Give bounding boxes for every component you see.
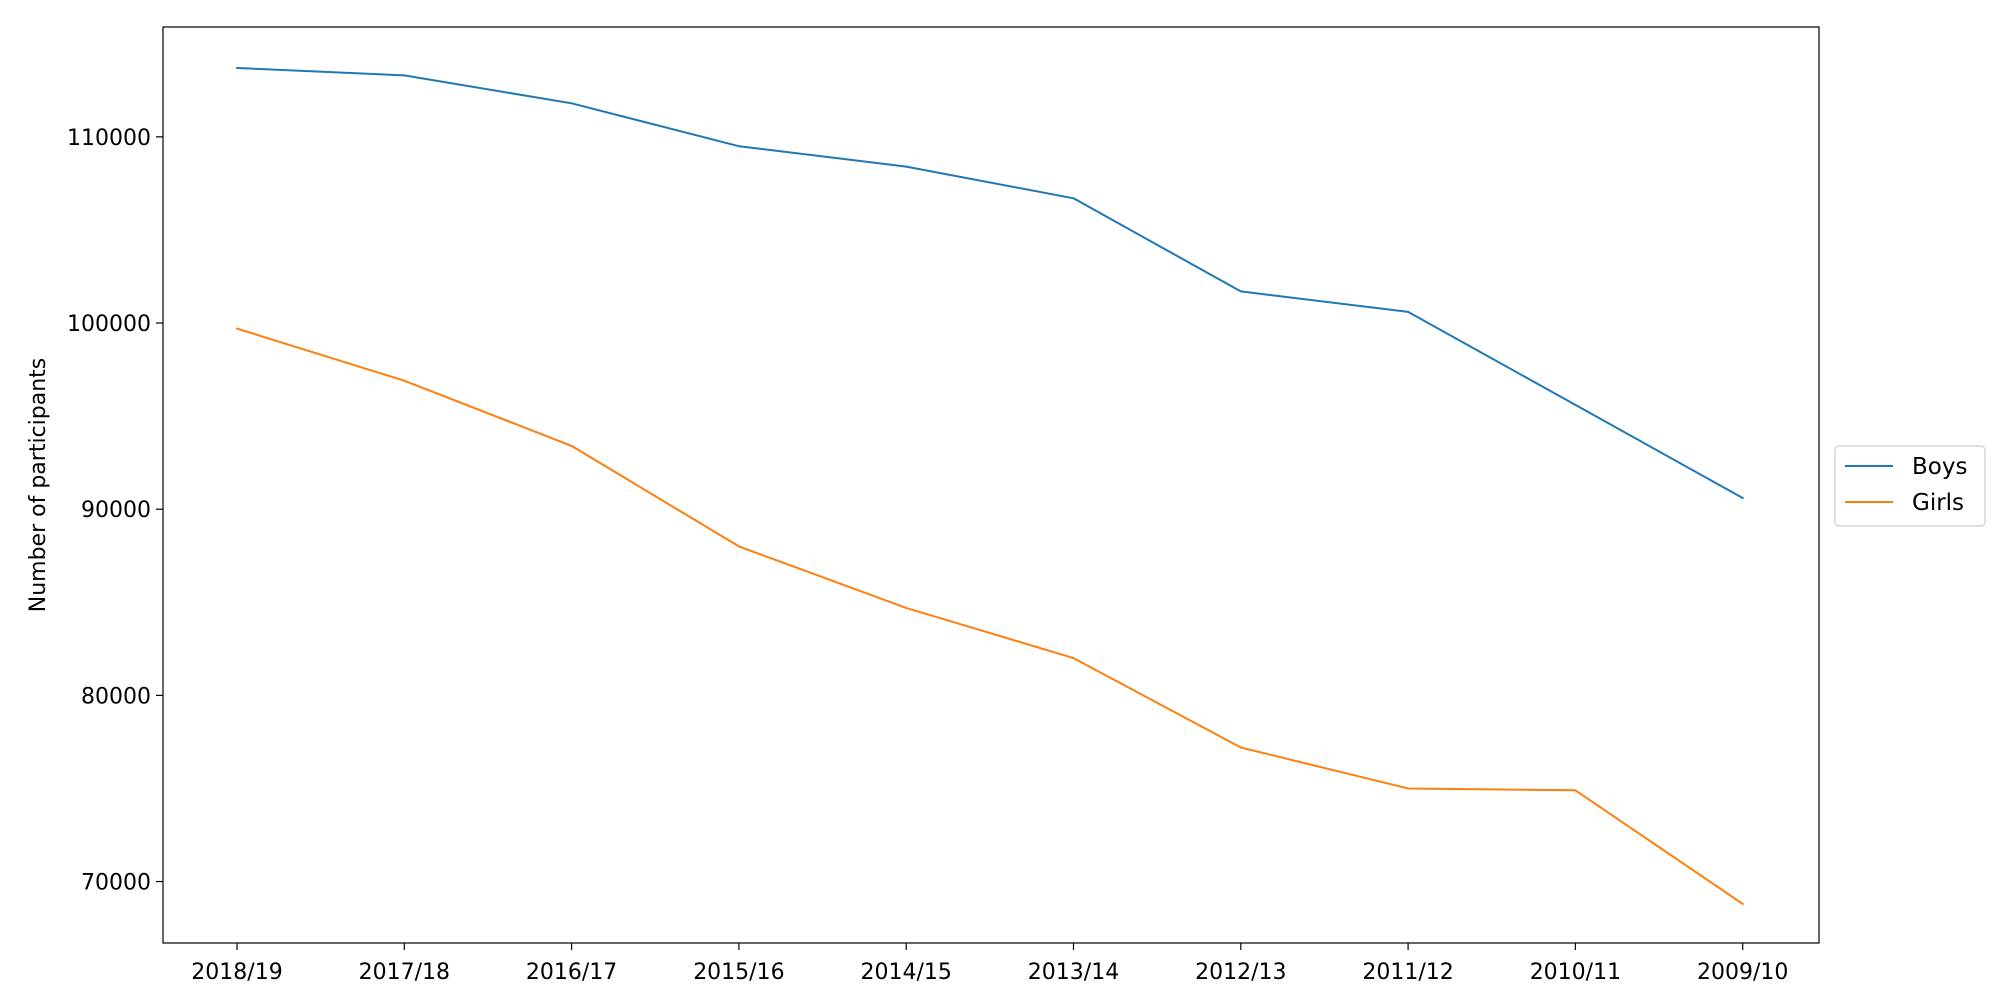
- x-tick-label: 2011/12: [1362, 960, 1453, 985]
- series-line-boys: [236, 67, 1744, 499]
- y-tick-label: 100000: [67, 312, 151, 337]
- data-point-boys: [1407, 310, 1410, 313]
- series-line-girls: [236, 327, 1744, 905]
- data-point-boys: [1741, 497, 1744, 500]
- data-point-girls: [1239, 746, 1242, 749]
- x-tick-label: 2012/13: [1195, 960, 1286, 985]
- legend-label-boys: Boys: [1912, 454, 1967, 480]
- data-point-girls: [1741, 902, 1744, 905]
- data-point-girls: [1072, 657, 1075, 660]
- data-point-boys: [403, 74, 406, 77]
- data-point-boys: [737, 145, 740, 148]
- data-point-girls: [570, 444, 573, 447]
- data-point-boys: [1239, 290, 1242, 293]
- legend-label-girls: Girls: [1912, 490, 1964, 516]
- data-point-boys: [1072, 197, 1075, 200]
- data-point-girls: [236, 327, 238, 330]
- legend: Boys Girls: [1834, 445, 1986, 527]
- data-point-boys: [1574, 403, 1577, 406]
- y-axis-label: Number of participants: [26, 358, 51, 612]
- x-axis: 2018/19 2017/18 2016/17 2015/16 2014/15 2013/…: [191, 943, 1788, 985]
- y-tick-label: 80000: [81, 684, 151, 709]
- data-point-girls: [1407, 787, 1410, 790]
- data-point-boys: [236, 66, 238, 69]
- x-tick-label: 2016/17: [526, 960, 617, 985]
- plot-area: [162, 26, 1820, 944]
- data-point-girls: [905, 606, 908, 609]
- x-tick-label: 2010/11: [1530, 960, 1621, 985]
- y-tick-label: 70000: [81, 871, 151, 896]
- x-tick-label: 2014/15: [860, 960, 951, 985]
- x-tick-label: 2018/19: [191, 960, 282, 985]
- data-point-girls: [1574, 789, 1577, 792]
- data-point-boys: [905, 165, 908, 168]
- data-point-girls: [737, 545, 740, 548]
- series-layer: [236, 66, 1744, 905]
- y-axis: 70000 80000 90000 100000 110000: [67, 126, 163, 896]
- data-point-girls: [403, 379, 406, 382]
- x-tick-label: 2017/18: [359, 960, 450, 985]
- y-tick-label: 90000: [81, 498, 151, 523]
- x-tick-label: 2009/10: [1697, 960, 1788, 985]
- x-tick-label: 2013/14: [1028, 960, 1119, 985]
- x-tick-label: 2015/16: [693, 960, 784, 985]
- y-tick-label: 110000: [67, 126, 151, 151]
- data-point-boys: [570, 102, 573, 105]
- plot-frame: [162, 26, 1820, 944]
